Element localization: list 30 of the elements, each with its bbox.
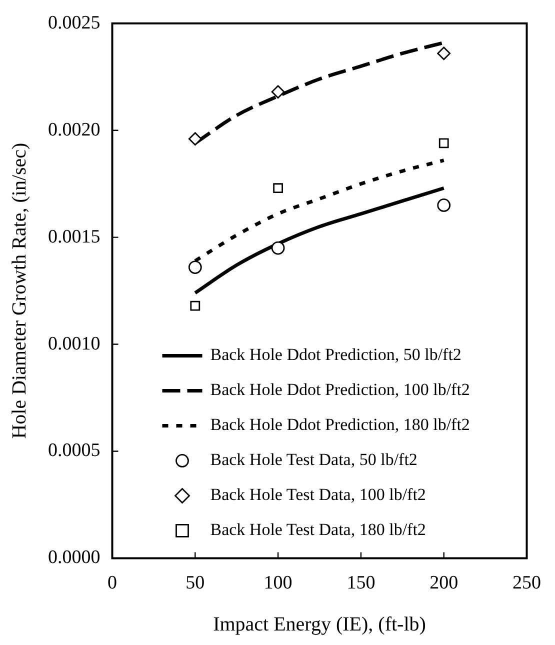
legend-label: Back Hole Test Data, 100 lb/ft2: [210, 485, 426, 504]
x-axis-title: Impact Energy (IE), (ft-lb): [213, 613, 426, 636]
x-tick-label: 50: [186, 572, 205, 594]
x-tick-label: 250: [512, 572, 541, 594]
point: [190, 300, 200, 311]
legend-label: Back Hole Ddot Prediction, 100 lb/ft2: [210, 380, 470, 400]
legend-label: Back Hole Test Data, 180 lb/ft2: [210, 520, 426, 540]
x-tick-label: 0: [108, 572, 117, 594]
x-tick-label: 100: [264, 572, 292, 594]
point: [437, 46, 451, 60]
line-series: [193, 186, 446, 295]
point: [188, 260, 202, 274]
y-tick-label: 0.0005: [48, 440, 100, 462]
point: [271, 241, 285, 255]
y-tick-label: 0.0010: [48, 333, 100, 354]
point: [273, 183, 283, 194]
y-tick-label: 0.0015: [48, 226, 100, 248]
point: [188, 132, 202, 146]
legend-label: Back Hole Ddot Prediction, 50 lb/ft2: [210, 345, 462, 364]
x-tick-label: 150: [346, 572, 376, 594]
y-tick-label: 0.0025: [48, 12, 100, 34]
point: [438, 138, 449, 148]
legend-label: Back Hole Ddot Prediction, 180 lb/ft2: [210, 415, 470, 434]
point: [437, 198, 451, 212]
legend-label: Back Hole Test Data, 50 lb/ft2: [210, 450, 418, 470]
y-axis-title: Hole Diameter Growth Rate, (in/sec): [8, 142, 30, 439]
y-tick-label: 0.0000: [48, 547, 100, 568]
y-tick-label: 0.0020: [48, 119, 100, 140]
x-tick-label: 200: [430, 572, 458, 594]
point: [271, 85, 285, 99]
